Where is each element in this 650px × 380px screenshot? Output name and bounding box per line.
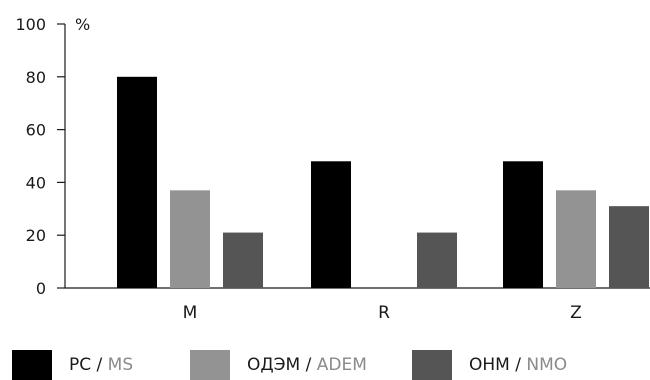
bar-r-ms (311, 161, 351, 288)
x-category-label: R (378, 303, 390, 323)
bars (117, 77, 649, 288)
legend-label-ru: ОНМ (469, 355, 510, 375)
legend-swatch (190, 350, 230, 380)
legend-label-separator: / (510, 355, 527, 375)
legend-label-en: NMO (526, 355, 567, 375)
y-tick-label: 100 (15, 15, 46, 34)
x-category-label: M (183, 303, 198, 323)
legend: РС / MS ОДЭМ / ADEM ОНМ / NMO (0, 344, 650, 379)
legend-label-separator: / (300, 355, 317, 375)
legend-label: РС / MS (69, 355, 133, 375)
y-tick-label: 0 (36, 279, 46, 298)
legend-item-nmo: ОНМ / NMO (412, 350, 567, 380)
legend-item-adem: ОДЭМ / ADEM (190, 350, 367, 380)
y-tick-label: 20 (26, 226, 46, 245)
bar-z-ms (503, 161, 543, 288)
legend-label: ОНМ / NMO (469, 355, 567, 375)
legend-label-separator: / (91, 355, 108, 375)
y-tick-label: 80 (26, 68, 46, 87)
y-axis: 0 20 40 60 80 100 % (15, 15, 90, 298)
x-category-label: Z (570, 303, 582, 323)
legend-label-ru: РС (69, 355, 91, 375)
legend-label-ru: ОДЭМ (247, 355, 300, 375)
y-tick-label: 40 (26, 173, 46, 192)
bar-m-nmo (223, 233, 263, 288)
y-ticks: 0 20 40 60 80 100 (15, 15, 65, 298)
legend-label-en: MS (108, 355, 133, 375)
y-axis-unit-label: % (75, 15, 90, 34)
bar-z-nmo (609, 206, 649, 288)
bar-r-nmo (417, 233, 457, 288)
legend-label-en: ADEM (317, 355, 367, 375)
legend-label: ОДЭМ / ADEM (247, 355, 367, 375)
bar-m-ms (117, 77, 157, 288)
y-tick-label: 60 (26, 121, 46, 140)
bar-z-adem (556, 190, 596, 288)
legend-swatch (412, 350, 452, 380)
legend-item-ms: РС / MS (12, 350, 133, 380)
bar-m-adem (170, 190, 210, 288)
legend-swatch (12, 350, 52, 380)
